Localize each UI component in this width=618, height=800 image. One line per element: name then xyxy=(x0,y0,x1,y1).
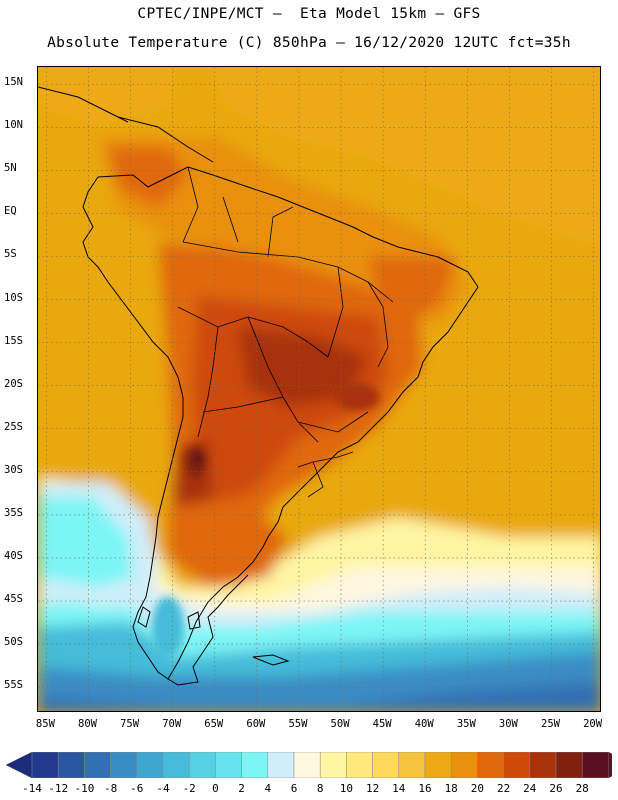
colorbar-swatch xyxy=(57,752,85,778)
longitude-label: 75W xyxy=(120,718,140,730)
longitude-label: 30W xyxy=(498,718,518,730)
colorbar-swatch xyxy=(84,752,111,778)
colorbar-label: 26 xyxy=(549,782,563,795)
colorbar-min-arrow xyxy=(6,752,33,778)
latitude-label: 55S xyxy=(4,679,23,692)
colorbar-swatch xyxy=(555,752,583,778)
colorbar-swatch xyxy=(31,752,59,778)
colorbar-swatch xyxy=(188,752,216,778)
colorbar-label: 6 xyxy=(290,782,298,795)
colorbar-label: -4 xyxy=(156,782,170,795)
colorbar-label: 18 xyxy=(444,782,458,795)
latitude-label: 10N xyxy=(4,119,23,132)
longitude-label: 70W xyxy=(162,718,182,730)
temperature-field xyxy=(38,67,600,711)
temperature-field-detail xyxy=(152,349,380,657)
colorbar-label: 12 xyxy=(365,782,380,795)
colorbar-swatch xyxy=(267,752,295,778)
colorbar-swatch xyxy=(110,752,138,778)
latitude-label: 20S xyxy=(4,377,23,390)
colorbar-swatch xyxy=(529,752,557,778)
colorbar-swatch xyxy=(424,752,452,778)
latitude-label: 50S xyxy=(4,636,23,649)
longitude-label: 80W xyxy=(78,718,97,730)
longitude-label: 25W xyxy=(541,718,560,730)
colorbar-label: 4 xyxy=(264,782,272,795)
latitude-label: 30S xyxy=(4,463,23,476)
longitude-label: 60W xyxy=(246,718,266,730)
longitude-label: 85W xyxy=(35,718,55,730)
colorbar-max-arrow xyxy=(608,752,612,778)
latitude-label: 45S xyxy=(4,593,23,606)
chart-subtitle: Absolute Temperature (C) 850hPa – 16/12/… xyxy=(47,35,571,51)
colorbar-label: 0 xyxy=(212,782,219,795)
colorbar-label: -10 xyxy=(74,782,95,795)
longitude-label: 55W xyxy=(288,718,308,730)
latitude-label: 5N xyxy=(4,162,17,175)
longitude-label: 35W xyxy=(456,718,476,730)
latitude-label: 15S xyxy=(4,334,23,347)
latitude-label: 5S xyxy=(4,248,17,261)
longitude-label: 40W xyxy=(414,718,434,730)
colorbar-label: -8 xyxy=(103,782,118,795)
longitude-label: 50W xyxy=(330,718,350,730)
colorbar-swatch xyxy=(398,752,426,778)
colorbar-label: -14 xyxy=(22,782,42,795)
colorbar-swatch xyxy=(450,752,478,778)
colorbar-swatch xyxy=(136,752,164,778)
colorbar xyxy=(6,752,612,778)
colorbar-swatch xyxy=(503,752,531,778)
colorbar-label: -2 xyxy=(182,782,196,795)
colorbar-label: 20 xyxy=(470,782,485,795)
country-borders xyxy=(177,166,394,498)
colorbar-label: 28 xyxy=(575,782,589,795)
colorbar-label: -12 xyxy=(48,782,69,795)
map-frame xyxy=(37,66,601,712)
coastline xyxy=(38,86,479,686)
latitude-label: 15N xyxy=(4,76,23,89)
longitude-label: 20W xyxy=(583,718,603,730)
latitude-label: 35S xyxy=(4,506,23,519)
temperature-map xyxy=(38,67,600,711)
colorbar-label: 22 xyxy=(496,782,511,795)
colorbar-swatch xyxy=(293,752,321,778)
colorbar-label: 14 xyxy=(392,782,406,795)
colorbar-swatch xyxy=(477,752,504,778)
colorbar-label: 16 xyxy=(418,782,432,795)
colorbar-swatch xyxy=(581,752,609,778)
longitude-label: 45W xyxy=(372,718,392,730)
colorbar-swatch xyxy=(372,752,400,778)
colorbar-label: 24 xyxy=(523,782,537,795)
colorbar-label: 10 xyxy=(339,782,354,795)
latitude-label: 40S xyxy=(4,549,23,562)
latitude-label: 10S xyxy=(4,291,23,304)
colorbar-label: 8 xyxy=(316,782,324,795)
colorbar-swatch xyxy=(319,752,347,778)
colorbar-swatch xyxy=(346,752,373,778)
longitude-label: 65W xyxy=(204,718,224,730)
chart-title: CPTEC/INPE/MCT – Eta Model 15km – GFS xyxy=(137,6,481,22)
latitude-label: EQ xyxy=(4,205,17,218)
colorbar-label: 2 xyxy=(238,782,245,795)
latitude-label: 25S xyxy=(4,420,23,433)
colorbar-swatch xyxy=(162,752,190,778)
colorbar-swatch xyxy=(215,752,242,778)
colorbar-label: -6 xyxy=(130,782,144,795)
colorbar-swatch xyxy=(241,752,269,778)
